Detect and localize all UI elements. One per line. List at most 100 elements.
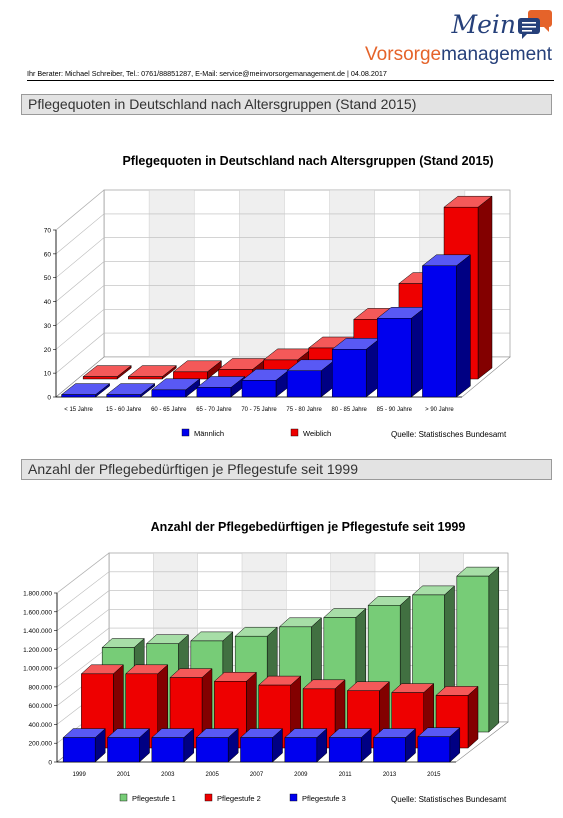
back-wall-band bbox=[149, 190, 195, 357]
bar-m-nnlich-front bbox=[196, 387, 232, 398]
bar-m-nnlich-front bbox=[422, 265, 457, 398]
bar-weiblich bbox=[82, 365, 132, 380]
bar-pflegestufe-3 bbox=[106, 728, 151, 763]
back-wall-band bbox=[239, 190, 285, 357]
x-tick-label: 15 - 60 Jahre bbox=[106, 407, 142, 413]
bar-weiblich-front bbox=[128, 376, 163, 380]
bar-weiblich bbox=[127, 365, 178, 380]
bar-pflegestufe-3-front bbox=[107, 737, 140, 763]
x-tick-label: 60 - 65 Jahre bbox=[151, 407, 187, 413]
bar-m-nnlich-front bbox=[286, 370, 322, 398]
bar-m-nnlich bbox=[286, 359, 336, 398]
y-tick-label: 200.000 bbox=[29, 741, 53, 748]
y-tick-label: 800.000 bbox=[29, 684, 53, 691]
bar-weiblich-front bbox=[82, 376, 118, 380]
source-note: Quelle: Statistisches Bundesamt bbox=[391, 430, 507, 439]
y-tick-label: 1.000.000 bbox=[23, 666, 52, 673]
y-tick-label: 60 bbox=[44, 251, 52, 258]
x-tick-label: 2009 bbox=[294, 772, 308, 778]
y-tick-label: 30 bbox=[44, 323, 52, 330]
x-tick-label: 70 - 75 Jahre bbox=[241, 407, 277, 413]
x-tick-label: 2003 bbox=[161, 772, 175, 778]
y-tick-label: 0 bbox=[47, 395, 51, 402]
bar-m-nnlich-front bbox=[377, 318, 412, 398]
bar-weiblich-front bbox=[173, 371, 208, 380]
bar-m-nnlich-front bbox=[61, 394, 96, 398]
bar-pflegestufe-3 bbox=[372, 728, 417, 763]
bar-pflegestufe-3-front bbox=[284, 737, 318, 763]
section-header-pflegequoten: Pflegequoten in Deutschland nach Altersg… bbox=[21, 94, 552, 115]
x-tick-label: 80 - 85 Jahre bbox=[332, 407, 368, 413]
legend-label: Pflegestufe 3 bbox=[302, 794, 346, 803]
legend-swatch bbox=[204, 793, 213, 802]
y-tick-label: 20 bbox=[44, 347, 52, 354]
y-tick-label: 1.400.000 bbox=[23, 628, 52, 635]
y-tick-label: 400.000 bbox=[29, 722, 53, 729]
y-tick-label: 50 bbox=[44, 275, 52, 282]
bar-m-nnlich bbox=[376, 306, 427, 398]
x-tick-label: 2015 bbox=[427, 772, 441, 778]
legend-swatch bbox=[289, 793, 298, 802]
x-tick-label: > 90 Jahre bbox=[425, 407, 454, 413]
bar-m-nnlich bbox=[151, 378, 201, 398]
source-note: Quelle: Statistisches Bundesamt bbox=[391, 795, 507, 804]
logo-text-vorsorge: Vorsorge bbox=[365, 44, 442, 65]
chart-title: Anzahl der Pflegebedürftigen je Pflegest… bbox=[151, 520, 466, 534]
chart-pflegequoten: Pflegequoten in Deutschland nach Altersg… bbox=[44, 154, 511, 439]
bar-m-nnlich bbox=[105, 383, 156, 398]
legend-swatch bbox=[119, 793, 128, 802]
legend-swatch bbox=[290, 428, 299, 437]
legend-label: Pflegestufe 1 bbox=[132, 794, 176, 803]
y-tick-label: 600.000 bbox=[29, 703, 53, 710]
bar-pflegestufe-3-front bbox=[417, 736, 451, 763]
chart-pflegebeduerftige: Anzahl der Pflegebedürftigen je Pflegest… bbox=[23, 520, 509, 804]
logo-text-management: management bbox=[441, 44, 552, 65]
legend-label: Pflegestufe 2 bbox=[217, 794, 261, 803]
bar-pflegestufe-3-front bbox=[328, 737, 362, 763]
x-tick-label: 65 - 70 Jahre bbox=[196, 407, 232, 413]
bar-m-nnlich-front bbox=[151, 389, 187, 398]
bar-m-nnlich bbox=[196, 375, 246, 398]
bar-pflegestufe-3-front bbox=[62, 737, 96, 763]
x-tick-label: 2011 bbox=[339, 772, 353, 778]
y-tick-label: 0 bbox=[48, 760, 52, 767]
adviser-contact-line: Ihr Berater: Michael Schreiber, Tel.: 07… bbox=[27, 69, 554, 81]
bar-pflegestufe-3-front bbox=[195, 737, 229, 763]
x-tick-label: 2013 bbox=[383, 772, 397, 778]
x-tick-label: 1999 bbox=[72, 772, 86, 778]
chart-title: Pflegequoten in Deutschland nach Altersg… bbox=[122, 154, 493, 168]
x-tick-label: 75 - 80 Jahre bbox=[286, 407, 322, 413]
bar-pflegestufe-2-side bbox=[467, 685, 479, 749]
y-tick-label: 10 bbox=[44, 371, 52, 378]
bar-pflegestufe-3-front bbox=[151, 737, 185, 763]
x-tick-label: 2005 bbox=[205, 772, 219, 778]
bar-m-nnlich-side bbox=[456, 254, 471, 398]
legend-swatch bbox=[181, 428, 190, 437]
bar-pflegestufe-1-side bbox=[488, 566, 500, 733]
x-tick-label: < 15 Jahre bbox=[64, 407, 93, 413]
bar-pflegestufe-3 bbox=[284, 728, 328, 763]
y-tick-label: 40 bbox=[44, 299, 52, 306]
section-header-pflegebeduerftige: Anzahl der Pflegebedürftigen je Pflegest… bbox=[21, 459, 552, 480]
bar-pflegestufe-3 bbox=[151, 728, 195, 763]
bar-m-nnlich bbox=[60, 383, 111, 398]
y-tick-label: 1.800.000 bbox=[23, 591, 52, 598]
bar-pflegestufe-3-front bbox=[373, 737, 406, 763]
y-tick-label: 1.200.000 bbox=[23, 647, 52, 654]
x-tick-label: 2007 bbox=[250, 772, 264, 778]
y-tick-label: 1.600.000 bbox=[23, 609, 52, 616]
bar-pflegestufe-3 bbox=[239, 728, 284, 763]
bar-weiblich-side bbox=[477, 195, 493, 380]
y-tick-label: 70 bbox=[44, 228, 52, 235]
bar-pflegestufe-3 bbox=[195, 728, 239, 763]
bar-m-nnlich-front bbox=[106, 394, 141, 398]
logo-text-mein: Mein bbox=[451, 10, 517, 39]
bar-pflegestufe-3 bbox=[62, 728, 106, 763]
bar-m-nnlich-front bbox=[241, 380, 277, 398]
x-tick-label: 85 - 90 Jahre bbox=[377, 407, 413, 413]
legend-label: Männlich bbox=[194, 429, 224, 438]
logo-text-vorsorgemanagement: Vorsorgemanagement bbox=[365, 44, 552, 66]
bar-weiblich bbox=[172, 360, 223, 380]
bar-pflegestufe-3-front bbox=[240, 737, 273, 763]
bar-m-nnlich-front bbox=[331, 349, 367, 398]
